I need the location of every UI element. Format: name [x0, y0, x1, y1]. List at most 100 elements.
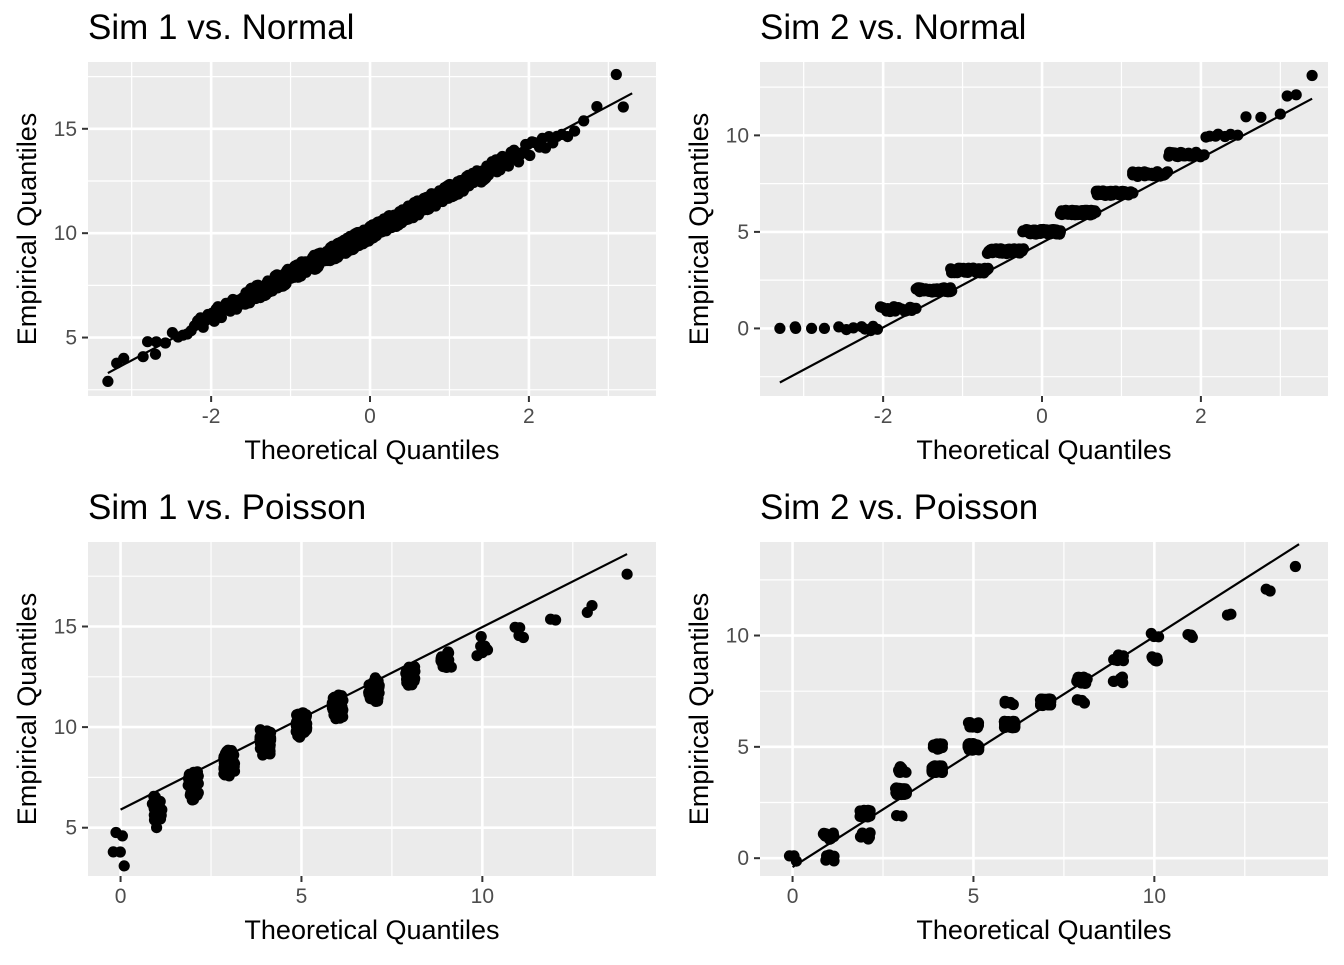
data-point: [524, 149, 536, 162]
data-point: [110, 826, 122, 839]
x-axis-label: Theoretical Quantiles: [916, 435, 1171, 465]
data-point: [1306, 69, 1318, 82]
data-point: [545, 613, 557, 625]
y-tick-label: 5: [65, 817, 77, 840]
data-point: [898, 783, 910, 795]
y-tick-label: 0: [737, 847, 749, 870]
data-point: [621, 568, 633, 580]
data-point: [1117, 677, 1129, 689]
data-point: [107, 846, 119, 858]
x-tick-label: 5: [296, 885, 308, 908]
data-point: [581, 606, 593, 618]
data-point: [774, 322, 786, 334]
data-point: [1290, 89, 1302, 101]
data-point: [373, 681, 385, 693]
y-axis-label: Empirical Quantiles: [684, 593, 714, 826]
data-point: [818, 322, 830, 334]
y-tick-label: 0: [737, 317, 749, 340]
qq-reference-line: [120, 553, 628, 811]
data-points: [107, 568, 633, 872]
panel-title: Sim 2 vs. Normal: [760, 8, 1027, 47]
panel-sim2-normal: Sim 2 vs. Normal -2 0 2 0 5 10 Theoretical Qua…: [672, 0, 1344, 480]
data-point: [102, 375, 114, 387]
y-tick-label: 10: [726, 124, 749, 147]
panel-title: Sim 1 vs. Poisson: [88, 488, 367, 527]
data-point: [1185, 629, 1197, 641]
data-point: [896, 810, 908, 822]
data-point: [969, 742, 981, 754]
data-point: [514, 622, 526, 634]
y-tick-label: 5: [737, 221, 749, 244]
qq-plot-sim1-normal: -2 0 2 5 10 15 Theoretical Quantiles Empirical …: [12, 62, 656, 465]
data-point: [806, 322, 818, 334]
data-points: [774, 69, 1318, 337]
qq-reference-line: [791, 543, 1300, 869]
data-point: [142, 336, 154, 348]
data-point: [149, 348, 162, 360]
x-tick-label: 0: [787, 885, 799, 908]
x-tick-label: 0: [364, 405, 376, 428]
x-tick-label: 10: [471, 885, 494, 908]
data-point: [1146, 651, 1158, 663]
data-point: [790, 322, 802, 334]
data-point: [783, 850, 796, 862]
y-tick-label: 10: [726, 625, 749, 648]
data-point: [1281, 90, 1293, 102]
x-tick-label: 2: [523, 405, 535, 428]
data-point: [1153, 631, 1165, 643]
data-point: [1289, 560, 1301, 573]
data-point: [971, 722, 983, 734]
panel-title: Sim 1 vs. Normal: [88, 8, 355, 47]
data-point: [475, 631, 487, 643]
y-tick-label: 15: [54, 616, 77, 639]
panel-title: Sim 2 vs. Poisson: [760, 488, 1039, 527]
x-axis-label: Theoretical Quantiles: [244, 915, 499, 945]
qq-reference-line: [779, 97, 1313, 384]
x-tick-label: -2: [202, 405, 221, 428]
plot-background: [88, 542, 656, 876]
data-point: [406, 666, 418, 678]
y-axis-label: Empirical Quantiles: [12, 113, 42, 346]
y-tick-label: 5: [737, 736, 749, 759]
panel-sim1-normal: Sim 1 vs. Normal -2 0 2 5 10 15 Theoretical Qu…: [0, 0, 672, 480]
x-tick-label: 0: [1036, 405, 1048, 428]
data-point: [569, 125, 581, 137]
data-point: [222, 746, 235, 758]
x-axis-label: Theoretical Quantiles: [244, 435, 499, 465]
data-point: [930, 738, 942, 751]
qq-plot-sim1-poisson: 0 5 10 5 10 15 Theoretical Quantiles Empirical …: [12, 542, 656, 945]
data-point: [895, 765, 908, 777]
qq-plot-sim2-poisson: 0 5 10 0 5 10 Theoretical Quantiles Empirical Q…: [684, 542, 1328, 945]
panel-sim2-poisson: Sim 2 vs. Poisson 0 5 10 0 5 10 Theoretical Qu…: [672, 480, 1344, 960]
y-axis-label: Empirical Quantiles: [684, 113, 714, 346]
data-point: [862, 833, 874, 845]
data-point: [1004, 697, 1016, 709]
y-tick-label: 10: [54, 222, 77, 245]
data-point: [1255, 111, 1267, 123]
x-tick-label: 10: [1143, 885, 1166, 908]
x-tick-label: 0: [115, 885, 127, 908]
data-point: [1240, 111, 1252, 123]
y-axis-label: Empirical Quantiles: [12, 593, 42, 826]
data-point: [502, 160, 514, 172]
data-point: [1072, 694, 1084, 706]
y-tick-label: 10: [54, 716, 77, 739]
data-point: [617, 101, 629, 113]
qq-plot-sim2-normal: -2 0 2 0 5 10 Theoretical Quantiles Empirical Q…: [684, 62, 1328, 465]
qq-reference-line: [107, 92, 633, 375]
data-point: [118, 860, 130, 872]
y-tick-label: 15: [54, 118, 77, 141]
data-point: [118, 352, 130, 364]
y-tick-label: 5: [65, 327, 77, 350]
x-tick-label: -2: [874, 405, 893, 428]
x-tick-label: 2: [1195, 405, 1207, 428]
data-point: [933, 765, 945, 777]
panel-sim1-poisson: Sim 1 vs. Poisson 0 5 10 5 10 15 Theoretical Q…: [0, 480, 672, 960]
x-axis-label: Theoretical Quantiles: [916, 915, 1171, 945]
data-point: [1264, 585, 1276, 597]
data-point: [1077, 674, 1089, 686]
data-point: [441, 648, 453, 661]
data-point: [610, 68, 622, 81]
data-points: [783, 560, 1301, 867]
data-point: [982, 263, 994, 275]
